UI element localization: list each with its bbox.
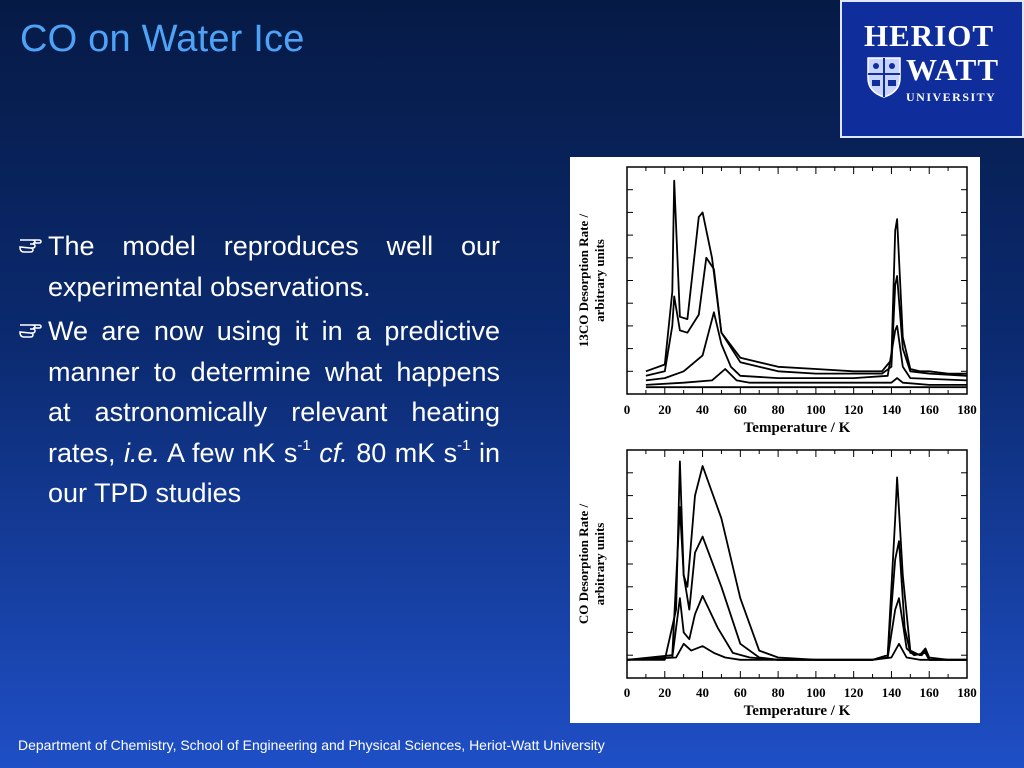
x-tick-label: 80	[772, 402, 785, 417]
bullet-text: We are now using it in a predictive mann…	[48, 311, 500, 514]
x-tick-label: 80	[772, 685, 785, 700]
y-axis-label: arbitrary units	[592, 523, 607, 606]
crest-icon	[867, 57, 901, 98]
bullet-item: The model reproduces well our experiment…	[18, 226, 500, 307]
superscript: -1	[297, 436, 311, 454]
x-tick-label: 120	[844, 685, 864, 700]
tpd-charts-svg: 0 20 40 60 80 100 120 140 160 180 Temperature / K 1…	[576, 166, 977, 719]
logo-line-university: UNIVERSITY	[906, 90, 997, 104]
university-logo: HERIOT WATT UNIVERSITY	[840, 0, 1024, 138]
series-line	[645, 179, 967, 375]
series-line	[626, 594, 967, 661]
series-line	[626, 642, 967, 661]
x-tick-label: 120	[844, 402, 864, 417]
x-axis-label: Temperature / K	[744, 420, 851, 436]
tpd-figure: 0 20 40 60 80 100 120 140 160 180 Temperature / K 1…	[570, 157, 980, 723]
x-tick-label: 0	[624, 685, 631, 700]
superscript: -1	[457, 436, 471, 454]
series-line	[645, 256, 968, 377]
bullet-text-part: A few nK s	[160, 437, 298, 468]
x-tick-label: 140	[882, 685, 902, 700]
x-tick-label: 180	[957, 685, 977, 700]
pointing-hand-icon	[19, 239, 42, 253]
series-line	[645, 311, 968, 382]
y-axis-label: arbitrary units	[592, 239, 607, 322]
x-tick-label: 0	[624, 402, 631, 417]
logo-line-heriot: HERIOT	[864, 18, 995, 53]
x-tick-label: 20	[658, 685, 671, 700]
slide-title: CO on Water Ice	[20, 18, 305, 60]
y-axis-label: 13CO Desorption Rate /	[576, 213, 591, 347]
x-tick-label: 100	[806, 402, 826, 417]
x-tick-label: 160	[919, 402, 939, 417]
series-line	[626, 506, 967, 661]
x-tick-label: 100	[806, 685, 826, 700]
bullet-text-part: 80 mK s	[347, 437, 458, 468]
bullet-item: We are now using it in a predictive mann…	[18, 311, 500, 514]
x-tick-label: 180	[957, 402, 977, 417]
x-tick-label: 40	[696, 402, 709, 417]
y-axis-label: CO Desorption Rate /	[576, 503, 591, 624]
bullet-text-part: We are now using it in a predictive mann…	[48, 316, 500, 468]
x-axis-label: Temperature / K	[744, 703, 851, 719]
x-tick-label: 140	[882, 402, 902, 417]
x-tick-label: 160	[919, 685, 939, 700]
bullet-text: The model reproduces well our experiment…	[48, 231, 500, 302]
bullet-list: The model reproduces well our experiment…	[18, 226, 500, 514]
logo-line-watt: WATT	[906, 52, 1000, 87]
x-tick-label: 60	[734, 685, 747, 700]
bullet-text-cf: cf.	[319, 437, 348, 468]
bullet-text-part: in our TPD studies	[48, 437, 500, 509]
footer-text: Department of Chemistry, School of Engin…	[18, 737, 605, 753]
pointing-hand-icon	[19, 324, 42, 338]
bullet-text-ie: i.e.	[123, 437, 161, 468]
x-tick-label: 40	[696, 685, 709, 700]
x-tick-label: 60	[734, 402, 747, 417]
x-tick-label: 20	[658, 402, 671, 417]
series-line	[645, 368, 967, 386]
